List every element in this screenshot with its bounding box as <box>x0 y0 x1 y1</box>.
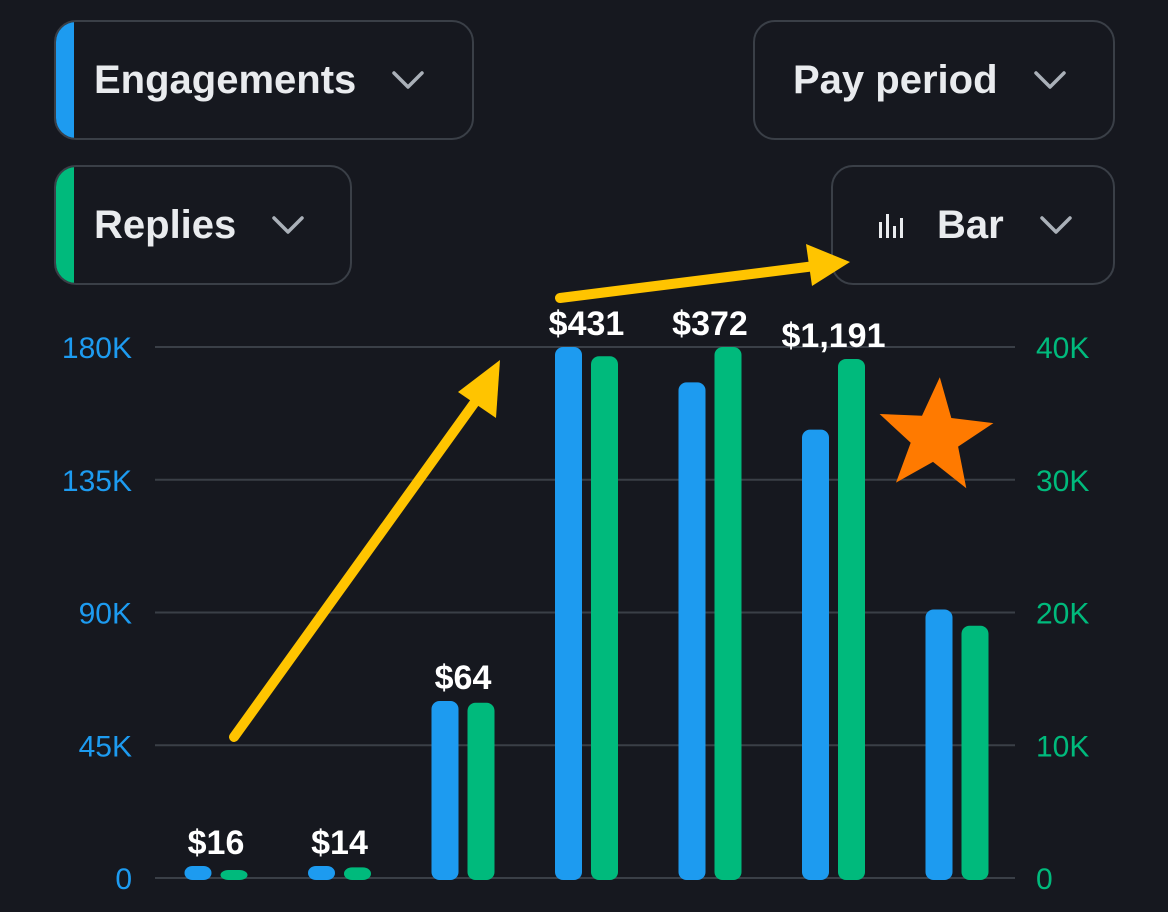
replies-bar <box>220 870 248 880</box>
engagements-bar <box>925 609 953 880</box>
replies-bar <box>467 702 495 880</box>
chart-type-label: Bar <box>937 202 1004 247</box>
engagements-bar <box>678 382 706 880</box>
left-axis-tick-label: 180K <box>62 332 132 365</box>
right-axis-tick-label: 0 <box>1036 863 1053 896</box>
engagements-bar <box>802 429 829 880</box>
replies-color-accent <box>56 167 74 283</box>
payout-label: $372 <box>672 305 748 343</box>
right-axis-tick-label: 40K <box>1036 332 1089 365</box>
chevron-down-icon <box>1033 71 1066 89</box>
right-axis-tick-label: 20K <box>1036 598 1089 631</box>
engagements-bar <box>308 866 335 880</box>
left-axis-tick-label: 90K <box>79 598 132 631</box>
star-annotation-icon <box>879 377 994 489</box>
replies-bar <box>714 347 742 880</box>
engagements-color-accent <box>56 22 74 138</box>
annotation-arrow-head <box>806 244 850 286</box>
right-axis-tick-label: 10K <box>1036 730 1089 763</box>
chevron-down-icon <box>392 71 425 89</box>
payout-label: $1,191 <box>782 317 886 355</box>
right-axis-tick-label: 30K <box>1036 465 1089 498</box>
annotation-arrow-head <box>458 360 500 418</box>
left-axis-tick-label: 135K <box>62 465 132 498</box>
annotation-arrow-shaft <box>555 261 820 303</box>
pay-period-label: Pay period <box>793 57 998 102</box>
engagements-metric-dropdown[interactable]: Engagements <box>54 20 474 140</box>
chevron-down-icon <box>1039 216 1072 234</box>
payout-label: $431 <box>549 305 625 343</box>
chevron-down-icon <box>272 216 305 234</box>
replies-bar <box>961 625 989 880</box>
replies-metric-dropdown[interactable]: Replies <box>54 165 352 285</box>
engagements-bar <box>555 347 582 880</box>
engagements-dropdown-label: Engagements <box>94 57 357 102</box>
replies-bar <box>838 358 865 880</box>
bar-chart-icon <box>879 214 903 238</box>
left-axis-tick-label: 45K <box>79 730 132 763</box>
annotation-arrow-shaft <box>229 390 485 742</box>
payout-label: $16 <box>188 824 245 862</box>
replies-dropdown-label: Replies <box>94 202 237 247</box>
pay-period-dropdown[interactable]: Pay period <box>753 20 1115 140</box>
payout-label: $14 <box>311 824 368 862</box>
payout-label: $64 <box>435 659 492 697</box>
replies-bar <box>344 867 371 880</box>
left-axis-tick-label: 0 <box>115 863 132 896</box>
engagements-bar <box>184 866 212 880</box>
engagements-bar <box>431 701 459 880</box>
chart-type-dropdown[interactable]: Bar <box>831 165 1115 285</box>
replies-bar <box>591 356 618 881</box>
